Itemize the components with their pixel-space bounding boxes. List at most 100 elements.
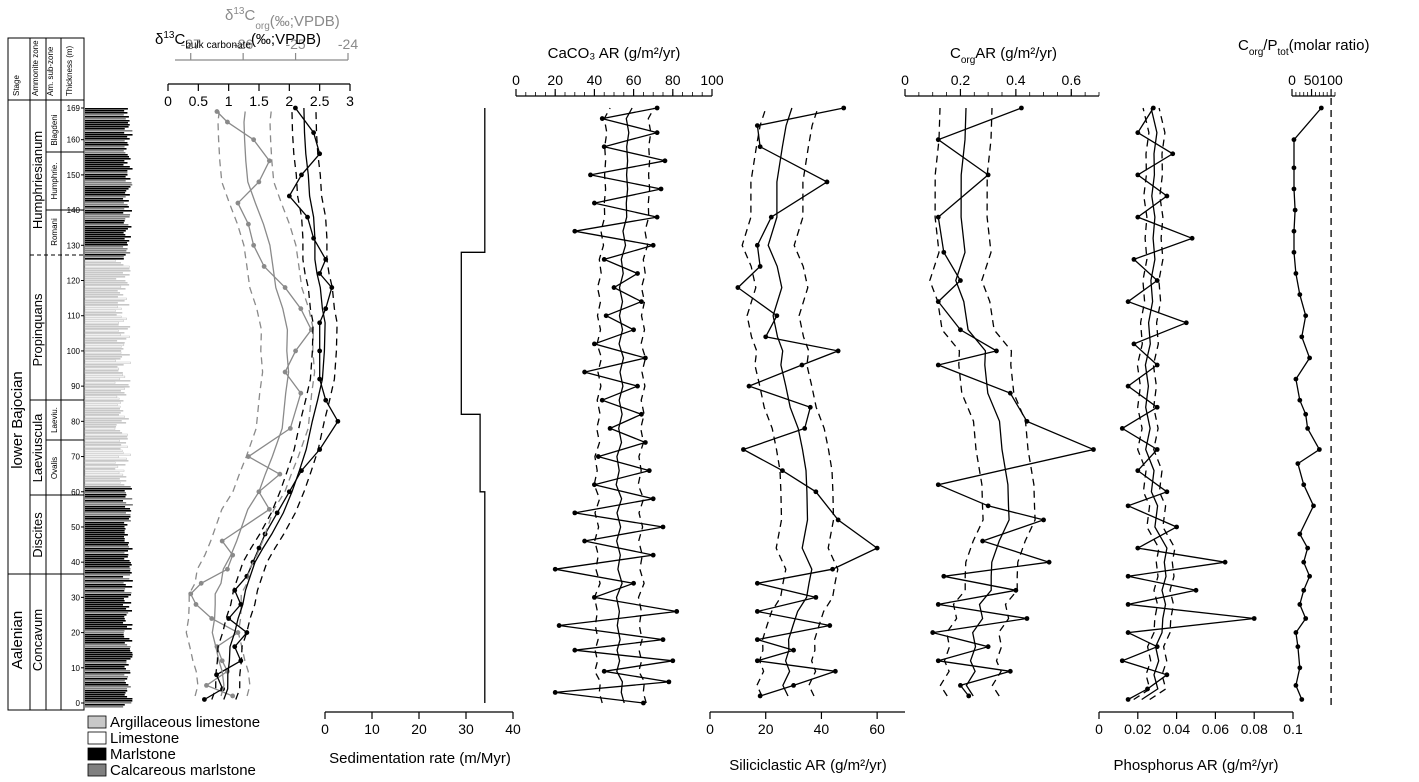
lithology-bed — [85, 476, 127, 478]
lithology-bed — [85, 198, 124, 200]
org-axis-title-part: org — [255, 21, 269, 32]
corg-axis-tick-label: 0.6 — [1062, 72, 1082, 88]
corg-isotope-point — [230, 693, 236, 699]
lithology-bed — [85, 490, 125, 492]
corg-ar-point — [1041, 517, 1046, 523]
bulk-isotope-point — [232, 644, 238, 650]
lithology-bed — [85, 424, 117, 426]
sed-axis-tick-label: 40 — [505, 721, 521, 737]
lithology-bed — [85, 560, 130, 562]
siliciclastic-point — [832, 668, 838, 674]
lithology-bed — [85, 380, 131, 382]
phosphorus-ar-point — [1183, 320, 1189, 326]
lithology-bed — [85, 178, 131, 180]
corg-ar-point — [1019, 105, 1024, 111]
siliciclastic-point — [754, 580, 760, 586]
lithology-bed — [85, 626, 128, 628]
corg-isotope-line — [189, 111, 313, 697]
lithology-bed — [85, 672, 131, 674]
lithology-bed — [85, 116, 129, 118]
lithology-bed — [85, 414, 120, 416]
bulk-axis-tick-label: 1 — [225, 93, 233, 109]
siliciclastic-point — [754, 658, 760, 664]
lithology-bed — [85, 332, 125, 334]
siliciclastic-point — [757, 264, 763, 269]
lithology-bed — [84, 367, 120, 370]
column-header: Stage — [12, 75, 21, 96]
caco3-point — [631, 327, 636, 333]
lithology-bed — [85, 498, 133, 500]
bulk-isotope-point — [226, 616, 232, 621]
thickness-tick-label: 90 — [71, 382, 80, 391]
thickness-tick-label: 169 — [67, 104, 81, 113]
lithology-bed — [85, 510, 132, 512]
lithology-bed — [85, 340, 118, 342]
bulk-isotope-point — [323, 397, 329, 403]
lithology-bed — [85, 666, 125, 668]
lithology-bed — [85, 422, 127, 424]
lithology-bed — [85, 448, 121, 450]
lithology-bed — [85, 618, 125, 620]
lithology-bed — [85, 300, 125, 302]
lithology-bed — [85, 500, 124, 502]
lithology-bed — [84, 345, 122, 348]
lithology-bed — [85, 670, 131, 672]
ratio-axis-title: Corg/Ptot(molar ratio) — [1238, 37, 1369, 58]
lithology-bed — [85, 190, 127, 192]
caco3-point — [601, 668, 607, 674]
lithology-bed — [85, 700, 133, 702]
caco3-point — [660, 524, 666, 530]
phosphorus-ar-point — [1125, 383, 1131, 389]
caco3-envelope — [593, 107, 611, 704]
thickness-tick-label: 70 — [71, 453, 80, 462]
bulk-isotope-point — [274, 510, 280, 516]
org-axis-title-part: (‰;VPDB) — [270, 13, 340, 30]
lithology-bed — [85, 580, 133, 582]
corg-ar-point — [966, 693, 972, 699]
caco3-point — [660, 637, 666, 643]
siliciclastic-point — [746, 383, 752, 389]
phosphorus-ar-point — [1125, 299, 1131, 305]
lithology-bed — [85, 208, 125, 210]
corg-ptot-point — [1295, 644, 1301, 650]
caco3-point — [582, 369, 587, 375]
corg-ar-point — [935, 602, 941, 607]
corg-ptot-point — [1301, 559, 1307, 565]
lithology-bed — [84, 319, 124, 322]
org-axis-title-part: 13 — [233, 6, 245, 17]
siliciclastic-point — [763, 334, 769, 340]
caco3-point — [572, 228, 578, 234]
lithology-bed — [85, 468, 116, 470]
caco3-point — [552, 566, 558, 572]
lithology-bed — [85, 694, 125, 696]
bulk-isotope-point — [335, 418, 341, 424]
lithology-bed — [85, 384, 129, 386]
lithology-bed — [85, 520, 131, 522]
caco3-point — [552, 690, 558, 695]
thickness-tick-label: 20 — [71, 629, 80, 638]
corg-ptot-point — [1299, 334, 1305, 340]
ratio-axis-title-part: tot — [1277, 47, 1288, 58]
lithology-bed — [85, 658, 131, 660]
corg-ptot-point — [1301, 587, 1307, 593]
lithology-bed — [85, 644, 128, 646]
lithology-bed — [85, 526, 125, 528]
bulk-isotope-envelope — [235, 107, 338, 700]
siliciclastic-point — [780, 468, 785, 474]
lithology-bed — [85, 206, 129, 208]
stage-label: Aalenian — [9, 611, 26, 669]
legend-label: Limestone — [110, 730, 179, 747]
corg-isotope-envelope — [185, 111, 264, 697]
zone-label: Humphriesianum — [30, 131, 45, 229]
corg-ptot-point — [1293, 630, 1299, 635]
corg-ar-point — [1046, 559, 1052, 565]
lithology-bed — [85, 594, 132, 596]
lithology-bed — [85, 564, 132, 566]
corg-ptot-point — [1292, 207, 1298, 213]
caco3-point — [662, 158, 668, 164]
lithology-bed — [85, 170, 128, 172]
lithology-bed — [85, 326, 131, 328]
lithology-bed — [85, 110, 125, 112]
phosphorus-ar-point — [1164, 489, 1170, 495]
lithology-bed — [85, 394, 127, 396]
